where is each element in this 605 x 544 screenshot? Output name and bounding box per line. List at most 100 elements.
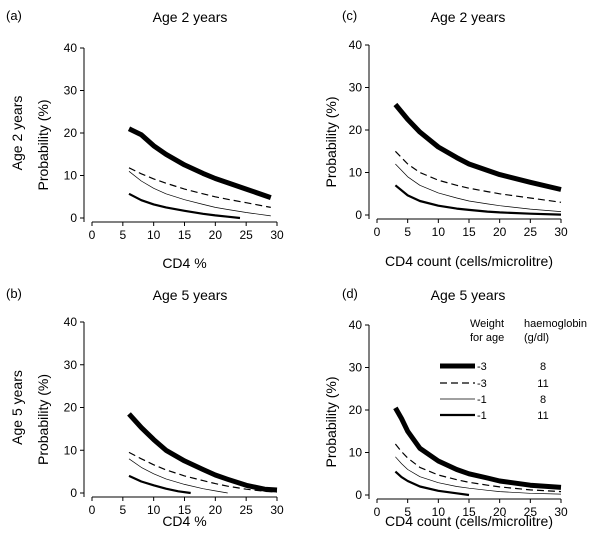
y-tick-label: 20 [64, 126, 78, 140]
x-tick-label: 25 [239, 503, 253, 517]
x-tick-label: 0 [89, 228, 96, 242]
y-tick-label: 20 [349, 123, 363, 137]
x-tick-label: 0 [374, 225, 381, 239]
y-tick-label: 10 [349, 446, 363, 460]
x-axis-label: CD4 % [162, 513, 206, 529]
y-tick-label: 10 [64, 169, 78, 183]
x-tick-label: 30 [270, 228, 284, 242]
series-line-medium [128, 474, 191, 495]
panel-b: 0 10 20 30 40 0 5 10 15 20 25 30 (b) Age 5 years CD4 %… [6, 286, 284, 529]
x-tick-label: 5 [404, 505, 411, 519]
y-tick-label: 30 [349, 81, 363, 95]
series-line-thin [128, 171, 271, 217]
y-axis-label: Probability (%) [323, 96, 339, 187]
x-tick-label: 20 [209, 503, 223, 517]
x-tick-label: 30 [554, 505, 568, 519]
panel-label: (c) [342, 8, 357, 23]
x-tick-label: 5 [119, 503, 126, 517]
y-axis-label: Probability (%) [323, 376, 339, 467]
panel-title: Age 2 years [431, 9, 506, 25]
x-tick-label: 15 [178, 503, 192, 517]
x-axis-label: CD4 count (cells/microlitre) [385, 513, 553, 529]
x-axis-label: CD4 % [162, 255, 206, 271]
series-line-medium [128, 192, 241, 220]
panel-c: 0 10 20 30 40 0 5 10 15 20 25 30 (c) Age 2 years CD4 c… [323, 8, 568, 269]
legend-hb-2: 11 [537, 378, 548, 390]
x-tick-label: 15 [462, 505, 476, 519]
x-tick-label: 30 [554, 225, 568, 239]
panel-d: 0 10 20 30 40 0 5 10 15 20 25 30 (d) Age 5 years CD4 c… [323, 286, 568, 529]
x-tick-label: 30 [270, 503, 284, 517]
series-line-thick [393, 406, 562, 490]
y-tick-label: 10 [349, 166, 363, 180]
x-tick-label: 0 [374, 505, 381, 519]
y-tick-label: 10 [64, 443, 78, 457]
y-tick-label: 0 [355, 488, 362, 502]
x-tick-label: 25 [239, 228, 253, 242]
series-line-thick [127, 126, 272, 200]
series-line-medium [394, 184, 562, 216]
legend-header-hb-line2: (g/dl) [524, 332, 549, 344]
series-line-dashed [128, 451, 278, 493]
y-tick-label: 40 [349, 38, 363, 52]
legend-weight-4: -1 [477, 410, 487, 422]
panel-title: Age 5 years [153, 287, 228, 303]
y-tick-label: 40 [64, 41, 78, 55]
legend-hb-1: 8 [540, 361, 546, 373]
series-line-thin [128, 458, 228, 494]
panel-title: Age 2 years [153, 9, 228, 25]
series-line-thin [395, 163, 562, 212]
y-axis-label-prefix: Age 2 years [9, 96, 25, 171]
series-line-thick [127, 412, 278, 493]
y-tick-label: 30 [349, 361, 363, 375]
y-tick-label: 30 [64, 358, 78, 372]
x-tick-label: 5 [119, 228, 126, 242]
legend-header-weight-line2: for age [470, 332, 504, 344]
series-line-thick [393, 102, 562, 192]
y-tick-label: 0 [70, 486, 77, 500]
legend-weight-2: -3 [477, 378, 487, 390]
x-axis-label: CD4 count (cells/microlitre) [385, 253, 553, 269]
y-axis-label: Probability (%) [35, 99, 51, 190]
legend-hb-4: 11 [537, 410, 548, 422]
series-line-dashed [394, 443, 562, 493]
legend-weight-1: -3 [477, 361, 487, 373]
series-line-thin [395, 456, 562, 495]
legend: Weight for age haemoglobin (g/dl) -3 -3 … [440, 318, 587, 422]
x-tick-label: 10 [147, 503, 161, 517]
series-line-dashed [128, 167, 271, 208]
panel-a: 0 10 20 30 40 0 5 10 15 20 25 30 (a) Age 2 years CD4 %… [6, 8, 284, 271]
panel-label: (a) [6, 8, 22, 23]
legend-hb-3: 8 [540, 394, 546, 406]
x-tick-label: 20 [493, 225, 507, 239]
panel-label: (b) [6, 286, 22, 301]
series-line-medium [394, 470, 470, 497]
y-axis-label: Probability (%) [35, 374, 51, 465]
y-tick-label: 20 [349, 403, 363, 417]
x-tick-label: 5 [404, 225, 411, 239]
y-tick-label: 40 [349, 318, 363, 332]
y-tick-label: 0 [70, 211, 77, 225]
x-tick-label: 10 [432, 225, 446, 239]
panel-label: (d) [342, 286, 358, 301]
panel-title: Age 5 years [431, 287, 506, 303]
legend-header-hb-line1: haemoglobin [524, 318, 587, 330]
x-tick-label: 20 [209, 228, 223, 242]
y-tick-label: 20 [64, 401, 78, 415]
x-tick-label: 25 [524, 225, 538, 239]
legend-header-weight-line1: Weight [470, 318, 504, 330]
y-tick-label: 0 [355, 208, 362, 222]
x-tick-label: 15 [178, 228, 192, 242]
y-tick-label: 30 [64, 84, 78, 98]
x-tick-label: 15 [462, 225, 476, 239]
y-axis-label-prefix: Age 5 years [9, 370, 25, 445]
x-tick-label: 0 [89, 503, 96, 517]
legend-weight-3: -1 [477, 394, 487, 406]
y-tick-label: 40 [64, 315, 78, 329]
series-line-dashed [394, 150, 562, 203]
x-tick-label: 10 [432, 505, 446, 519]
x-tick-label: 25 [524, 505, 538, 519]
x-tick-label: 10 [147, 228, 161, 242]
x-tick-label: 20 [493, 505, 507, 519]
